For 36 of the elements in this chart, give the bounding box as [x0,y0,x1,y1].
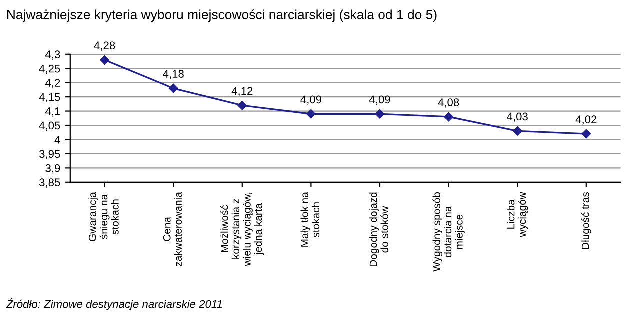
y-tick-label: 4,25 [39,64,60,74]
text: 4,09 [300,96,322,105]
text: 4,09 [369,96,390,105]
x-tick-label: Długość tras [581,192,592,250]
text: 4,12 [232,87,253,96]
y-tick-label: 4,3 [45,50,60,60]
y-tick-label: 4,2 [45,79,60,88]
x-tick-label: Liczba wyciągów [507,192,528,238]
text: 4,02 [576,116,597,125]
point [100,55,110,65]
x-tick-label: Dogodny dojazd do stoków [370,192,388,267]
x-tick-label: Cena zakwaterowania [163,192,182,266]
chart-title: Najważniejsze kryteria wyboru miejscowości narciarskiej (skala od 1 do 5) [7,10,437,22]
point [444,112,454,122]
y-tick-label: 4 [54,136,60,144]
y-tick-label: 4,05 [39,122,60,131]
point [238,100,248,110]
x-tick-label: Mały tłok na stokach [300,192,320,247]
x-tick-label: Wygodny sposób dotarcia na miejsce [432,192,465,272]
point [582,129,592,139]
text: 4,28 [94,42,116,51]
y-tick-label: 4,1 [45,108,60,117]
y-tick-label: 3,95 [39,150,60,160]
text: 4,18 [163,70,184,80]
y-tick-label: 4,15 [39,93,60,103]
x-tick-label: Gwarancja śniegu na stokach [88,192,119,242]
x-tick-label: Możliwość korzystania z wielu wyciągów, jedna karta [220,193,264,266]
point [168,84,178,94]
y-tick-label: 3,85 [39,178,60,188]
point [306,110,316,119]
text: Źródło: Zimowe destynacje narciarskie 2011 [6,298,222,310]
point [375,110,385,119]
text: 4,08 [438,98,460,108]
point [512,126,522,136]
y-tick-label: 3,9 [46,164,60,174]
text: 4,03 [507,112,528,122]
